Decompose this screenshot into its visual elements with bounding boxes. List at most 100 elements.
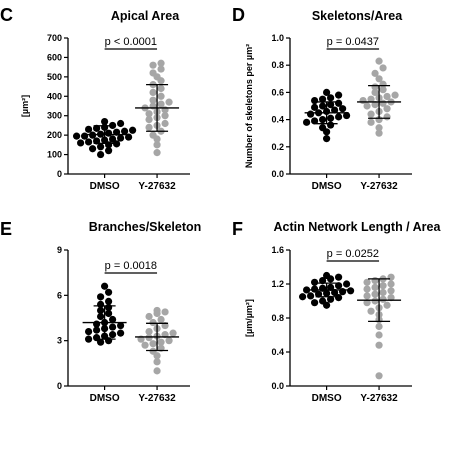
data-point-y27632 [153, 149, 161, 157]
data-point-dmso [335, 282, 343, 290]
panel-f: F Actin Network Length / Area [µm/µm²] 0.0 0… [232, 219, 442, 404]
data-point-dmso [117, 119, 125, 128]
data-point-dmso [97, 338, 105, 346]
data-point-y27632 [379, 282, 387, 290]
data-point-y27632 [153, 367, 161, 375]
data-point-dmso [101, 282, 109, 290]
panel-letter: E [0, 219, 12, 239]
data-point-y27632 [363, 102, 371, 110]
data-point-y27632 [371, 277, 379, 285]
data-point-dmso [77, 139, 85, 147]
data-point-dmso [303, 118, 311, 126]
data-point-y27632 [379, 86, 387, 94]
data-point-y27632 [157, 84, 165, 93]
data-point-dmso [109, 331, 117, 339]
data-point-y27632 [157, 59, 165, 67]
data-point-y27632 [165, 337, 173, 345]
data-point-y27632 [383, 301, 391, 309]
data-point-dmso [311, 117, 319, 125]
data-point-dmso [109, 315, 117, 324]
x-category-label: Y-27632 [138, 181, 176, 192]
data-point-dmso [81, 132, 89, 140]
data-point-dmso [343, 111, 351, 120]
data-point-y27632 [149, 96, 157, 104]
x-category-label: DMSO [312, 393, 342, 404]
data-point-y27632 [371, 101, 379, 109]
data-point-y27632 [379, 288, 387, 297]
data-point-y27632 [149, 318, 157, 327]
data-point-dmso [117, 321, 125, 330]
data-point-dmso [97, 306, 105, 315]
data-point-y27632 [391, 91, 399, 99]
x-category-label: Y-27632 [360, 181, 398, 192]
data-point-dmso [327, 275, 335, 283]
data-point-y27632 [375, 331, 383, 339]
data-point-y27632 [165, 98, 173, 106]
data-point-dmso [101, 117, 109, 126]
data-point-dmso [311, 96, 319, 105]
data-point-dmso [315, 290, 323, 298]
data-point-dmso [129, 126, 137, 134]
data-point-dmso [97, 312, 105, 321]
data-point-y27632 [141, 341, 149, 349]
data-point-dmso [339, 105, 347, 113]
y-tick-label: 0.8 [271, 60, 284, 70]
data-point-y27632 [153, 141, 161, 149]
data-point-dmso [335, 113, 343, 121]
data-point-y27632 [145, 123, 153, 131]
data-point-y27632 [379, 64, 387, 72]
data-point-dmso [299, 293, 307, 301]
data-point-dmso [105, 147, 113, 155]
panel-d: D Skeletons/Area Number of skeletons per µ… [232, 5, 412, 192]
p-value-label: p < 0.0001 [105, 36, 157, 48]
y-tick-label: 100 [47, 150, 62, 160]
data-point-dmso [311, 103, 319, 111]
data-point-dmso [97, 150, 105, 159]
y-tick-label: 1.2 [271, 279, 284, 289]
data-point-dmso [331, 106, 339, 114]
data-point-dmso [343, 280, 351, 288]
data-point-y27632 [371, 290, 379, 298]
y-tick-label: 1.0 [271, 33, 284, 43]
data-point-dmso [85, 328, 93, 336]
data-point-dmso [109, 135, 117, 143]
data-point-dmso [85, 335, 93, 343]
p-value-label: p = 0.0018 [105, 260, 157, 272]
data-point-dmso [335, 294, 343, 302]
data-point-y27632 [375, 322, 383, 331]
p-value-label: p = 0.0437 [327, 36, 379, 48]
p-value-label: p = 0.0252 [327, 248, 379, 260]
data-point-dmso [109, 323, 117, 331]
data-point-y27632 [153, 135, 161, 143]
panel-letter: C [0, 5, 13, 25]
data-point-dmso [307, 292, 315, 300]
y-tick-label: 3 [57, 336, 62, 346]
y-tick-label: 0.0 [271, 169, 284, 179]
y-tick-label: 400 [47, 91, 62, 101]
y-tick-label: 1.6 [271, 245, 284, 255]
data-point-dmso [93, 326, 101, 334]
data-point-dmso [73, 132, 81, 140]
data-point-dmso [323, 128, 331, 136]
data-point-dmso [105, 337, 113, 345]
data-point-y27632 [371, 88, 379, 96]
x-category-label: DMSO [90, 393, 120, 404]
panel-title: Actin Network Length / Area [274, 220, 442, 234]
data-point-dmso [93, 124, 101, 132]
data-point-y27632 [379, 295, 387, 303]
data-point-y27632 [161, 119, 169, 128]
data-point-y27632 [149, 61, 157, 69]
data-point-y27632 [371, 297, 379, 305]
y-tick-label: 0.8 [271, 313, 284, 323]
data-point-dmso [113, 140, 121, 148]
data-point-y27632 [367, 118, 375, 126]
data-point-dmso [327, 114, 335, 122]
data-point-y27632 [375, 57, 383, 65]
x-category-label: DMSO [312, 181, 342, 192]
y-tick-label: 500 [47, 72, 62, 82]
data-point-dmso [307, 110, 315, 118]
data-point-y27632 [157, 77, 165, 85]
data-point-dmso [89, 145, 97, 153]
data-point-dmso [125, 133, 133, 141]
